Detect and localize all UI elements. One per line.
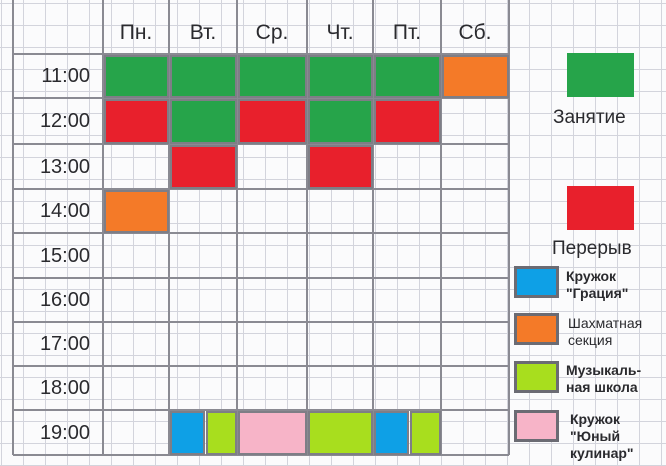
- schedule-cell-lesson: [308, 99, 373, 144]
- schedule-cell-music: [206, 411, 237, 455]
- legend-label-music-line2: ная школа: [566, 379, 638, 395]
- day-label-0: Пн.: [119, 21, 153, 44]
- legend-label-gracia-line2: "Грация": [566, 285, 629, 301]
- time-label-1: 12:00: [39, 110, 90, 132]
- legend-label-chess-line2: секция: [568, 332, 613, 348]
- time-label-0: 11:00: [41, 65, 90, 87]
- time-label-4: 15:00: [39, 244, 90, 267]
- day-label-1: Вт.: [189, 21, 217, 44]
- schedule-cell-music: [308, 411, 373, 455]
- day-label-2: Ср.: [255, 21, 289, 44]
- schedule-cell-lesson: [104, 55, 169, 98]
- schedule-cell-lesson: [308, 55, 373, 98]
- legend-swatch-culinary: [514, 410, 559, 442]
- legend-swatch-music: [514, 361, 559, 393]
- schedule-cell-lesson: [238, 55, 307, 98]
- schedule-cell-music: [410, 411, 441, 455]
- legend-label-culinary-line1: Кружок: [570, 411, 621, 427]
- schedule-cell-gracia: [374, 411, 409, 455]
- schedule-cell-chess: [104, 190, 169, 233]
- schedule-cell-culinary: [238, 411, 307, 455]
- legend-label-gracia-line1: Кружок: [566, 268, 617, 284]
- schedule-cell-lesson: [374, 55, 441, 98]
- day-label-3: Чт.: [326, 21, 354, 44]
- time-label-6: 17:00: [39, 333, 90, 355]
- legend-label-lesson: Занятие: [553, 107, 626, 128]
- legend-label-chess: Шахматная секция: [568, 315, 642, 349]
- legend-swatch-break: [567, 186, 634, 230]
- time-label-7: 18:00: [39, 377, 90, 399]
- time-label-8: 19:00: [39, 421, 90, 444]
- schedule-cell-break: [238, 99, 307, 144]
- legend-swatch-lesson: [567, 53, 634, 97]
- schedule-cell-break: [308, 145, 373, 189]
- time-label-5: 16:00: [39, 289, 90, 311]
- legend-swatch-chess: [514, 313, 559, 345]
- legend-label-music: Музыкаль- ная школа: [566, 362, 641, 396]
- day-label-4: Пт.: [392, 21, 422, 44]
- schedule-cell-lesson: [170, 99, 237, 144]
- schedule-cell-break: [374, 99, 441, 144]
- time-label-3: 14:00: [39, 200, 90, 222]
- legend-label-music-line1: Музыкаль-: [566, 362, 642, 378]
- time-label-2: 13:00: [39, 155, 90, 178]
- schedule-cell-chess: [442, 55, 509, 98]
- schedule-cell-break: [170, 145, 237, 189]
- day-label-5: Сб.: [458, 21, 492, 44]
- legend-label-culinary: Кружок "Юный кулинар": [570, 411, 634, 462]
- legend-label-gracia: Кружок "Грация": [566, 268, 628, 302]
- legend-label-culinary-line2: "Юный: [570, 428, 621, 444]
- legend-swatch-gracia: [514, 266, 559, 298]
- schedule-cell-gracia: [170, 411, 205, 455]
- legend-label-culinary-line3: кулинар": [570, 445, 634, 461]
- legend-label-break: Перерыв: [552, 238, 632, 259]
- legend-label-chess-line1: Шахматная: [568, 315, 643, 331]
- schedule-cell-lesson: [170, 55, 237, 98]
- schedule-cell-break: [104, 99, 169, 144]
